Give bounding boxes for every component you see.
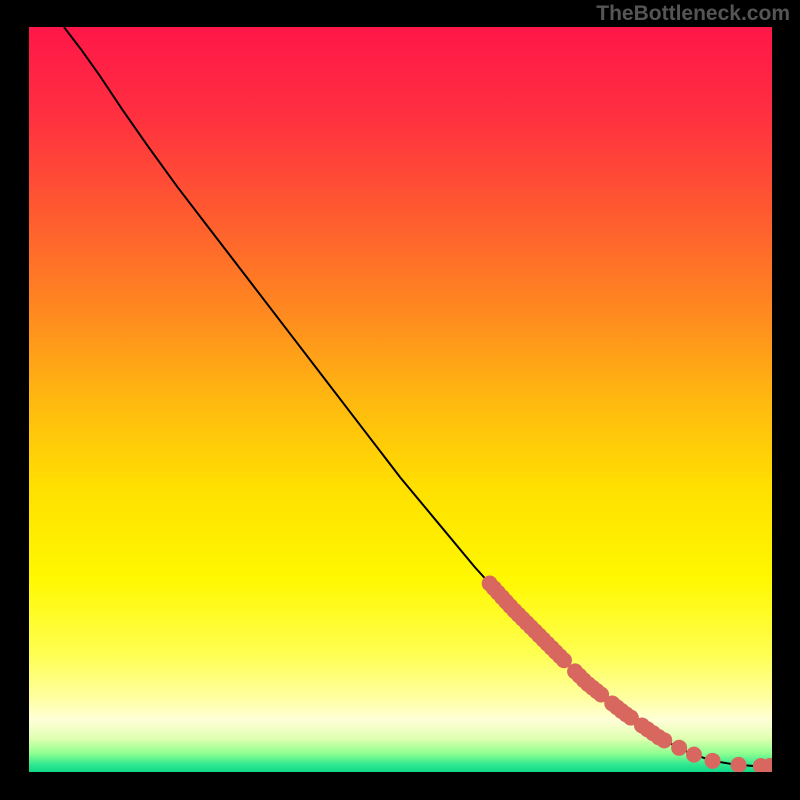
marker-dot (656, 732, 672, 748)
chart-container: TheBottleneck.com (0, 0, 800, 800)
watermark-text: TheBottleneck.com (596, 2, 790, 26)
chart-svg (29, 27, 772, 772)
marker-dot (686, 747, 702, 763)
marker-dot (705, 753, 721, 769)
marker-dot (671, 740, 687, 756)
gradient-background (29, 27, 772, 772)
plot-area (29, 27, 772, 772)
